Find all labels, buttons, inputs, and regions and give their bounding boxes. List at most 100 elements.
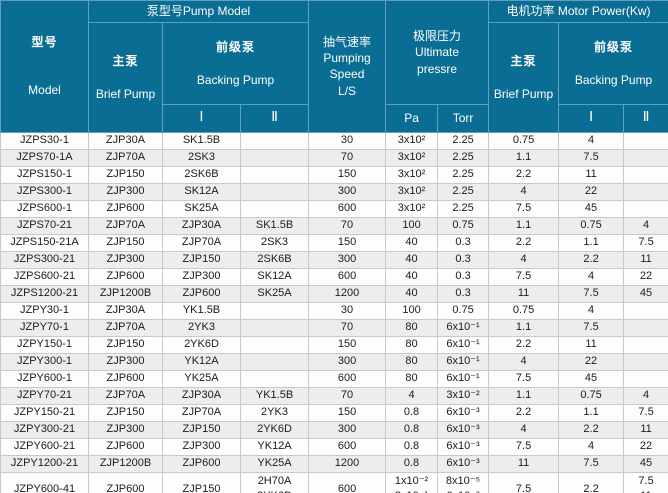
cell-model: JZPS150-21A	[0, 233, 89, 252]
cell-pa: 1x10⁻² 8x10⁻¹	[385, 471, 439, 493]
cell-backing-i: ZJP150	[162, 250, 241, 269]
header-backing-pump-zh: 前级泵	[216, 40, 256, 55]
cell-power-i: 22	[558, 352, 625, 371]
cell-pa: 3x10²	[385, 199, 439, 218]
cell-torr: 0.3	[437, 284, 490, 303]
cell-pa: 100	[385, 216, 439, 235]
cell-backing-ii: 2YK6D	[239, 420, 310, 439]
cell-backing-ii	[239, 352, 310, 371]
cell-model: JZPS70-1A	[0, 148, 89, 167]
cell-power-i: 4	[558, 267, 625, 286]
cell-power-i: 4	[558, 437, 625, 456]
cell-power-ii: 22	[623, 437, 668, 456]
cell-power-ii	[623, 318, 668, 337]
cell-power-i: 2.2	[558, 471, 625, 493]
table-row: JZPY70-21 ZJP70A ZJP30A YK1.5B 70 4 3x10⁻² 1.1 0…	[0, 386, 668, 405]
cell-power-ii: 7.5	[623, 403, 668, 422]
table-row: JZPS1200-21 ZJP1200B ZJP600 SK25A 1200 40 0.3 1…	[0, 284, 668, 303]
cell-speed: 150	[308, 335, 387, 354]
header-power-backing-zh: 前级泵	[594, 40, 634, 55]
cell-power-i: 7.5	[558, 318, 625, 337]
cell-power-main: 4	[488, 420, 560, 439]
cell-power-main: 0.75	[488, 301, 560, 320]
cell-speed: 70	[308, 216, 387, 235]
header-backing-pump-en: Backing Pump	[196, 72, 275, 87]
cell-main-pump: ZJP70A	[88, 386, 163, 405]
cell-power-main: 2.2	[488, 165, 560, 184]
cell-torr: 0.3	[437, 233, 490, 252]
cell-pa: 40	[385, 284, 439, 303]
cell-backing-ii: 2SK3	[239, 233, 310, 252]
cell-power-main: 1.1	[488, 148, 560, 167]
cell-model: JZPY150-21	[0, 403, 89, 422]
cell-power-ii	[623, 165, 668, 184]
cell-power-main: 7.5	[488, 369, 560, 388]
cell-backing-i: YK25A	[162, 369, 241, 388]
cell-power-ii	[623, 369, 668, 388]
table-row: JZPY70-1 ZJP70A 2YK3 70 80 6x10⁻¹ 1.1 7.5	[0, 318, 668, 337]
header-main-pump-zh: 主泵	[112, 54, 139, 69]
cell-power-i: 2.2	[558, 250, 625, 269]
cell-speed: 600	[308, 471, 387, 493]
cell-main-pump: ZJP300	[88, 250, 163, 269]
cell-backing-i: YK1.5B	[162, 301, 241, 320]
cell-main-pump: ZJP70A	[88, 318, 163, 337]
cell-torr: 6x10⁻¹	[437, 369, 490, 388]
cell-pa: 0.8	[385, 454, 439, 473]
cell-main-pump: ZJP1200B	[88, 454, 163, 473]
cell-speed: 70	[308, 148, 387, 167]
cell-torr: 6x10⁻¹	[437, 318, 490, 337]
cell-backing-i: 2SK3	[162, 148, 241, 167]
cell-backing-i: 2YK3	[162, 318, 241, 337]
cell-speed: 300	[308, 352, 387, 371]
cell-torr: 6x10⁻³	[437, 437, 490, 456]
header-backing-pump: 前级泵 Backing Pump	[161, 22, 310, 105]
cell-backing-i: ZJP300	[162, 437, 241, 456]
cell-speed: 150	[308, 165, 387, 184]
header-main-pump-en: Brief Pump	[95, 86, 156, 101]
cell-power-main: 7.5	[488, 267, 560, 286]
cell-backing-ii	[239, 165, 310, 184]
header-backing-ii: Ⅱ	[239, 103, 310, 133]
cell-backing-ii: SK1.5B	[239, 216, 310, 235]
cell-model: JZPY300-21	[0, 420, 89, 439]
header-main-pump: 主泵 Brief Pump	[88, 22, 163, 133]
cell-pa: 4	[385, 386, 439, 405]
table-row: JZPS150-21A ZJP150 ZJP70A 2SK3 150 40 0.3 2.2 1.…	[0, 233, 668, 252]
cell-backing-i: ZJP70A	[162, 403, 241, 422]
cell-torr: 2.25	[437, 148, 490, 167]
cell-main-pump: ZJP30A	[88, 301, 163, 320]
cell-model: JZPY70-1	[0, 318, 89, 337]
cell-power-ii: 4	[623, 216, 668, 235]
cell-power-main: 11	[488, 454, 560, 473]
cell-model: JZPS600-21	[0, 267, 89, 286]
cell-model: JZPS1200-21	[0, 284, 89, 303]
cell-power-main: 4	[488, 352, 560, 371]
cell-backing-ii: 2SK6B	[239, 250, 310, 269]
header-pa: Pa	[385, 103, 439, 133]
cell-power-main: 2.2	[488, 335, 560, 354]
cell-backing-i: ZJP300	[162, 267, 241, 286]
cell-pa: 80	[385, 335, 439, 354]
cell-speed: 600	[308, 437, 387, 456]
cell-main-pump: ZJP600	[88, 437, 163, 456]
cell-power-main: 1.1	[488, 318, 560, 337]
cell-main-pump: ZJP70A	[88, 216, 163, 235]
cell-power-i: 22	[558, 182, 625, 201]
cell-speed: 30	[308, 131, 387, 150]
cell-pa: 40	[385, 250, 439, 269]
cell-torr: 6x10⁻³	[437, 420, 490, 439]
table-row: JZPS300-21 ZJP300 ZJP150 2SK6B 300 40 0.3 4 2.2 1…	[0, 250, 668, 269]
cell-backing-i: SK25A	[162, 199, 241, 218]
table-row: JZPS600-21 ZJP600 ZJP300 SK12A 600 40 0.3 7.5 4 2…	[0, 267, 668, 286]
cell-model: JZPY1200-21	[0, 454, 89, 473]
cell-torr: 2.25	[437, 199, 490, 218]
cell-main-pump: ZJP30A	[88, 131, 163, 150]
cell-backing-ii	[239, 182, 310, 201]
cell-backing-ii: YK25A	[239, 454, 310, 473]
cell-backing-i: ZJP30A	[162, 386, 241, 405]
cell-main-pump: ZJP150	[88, 165, 163, 184]
cell-torr: 6x10⁻³	[437, 403, 490, 422]
